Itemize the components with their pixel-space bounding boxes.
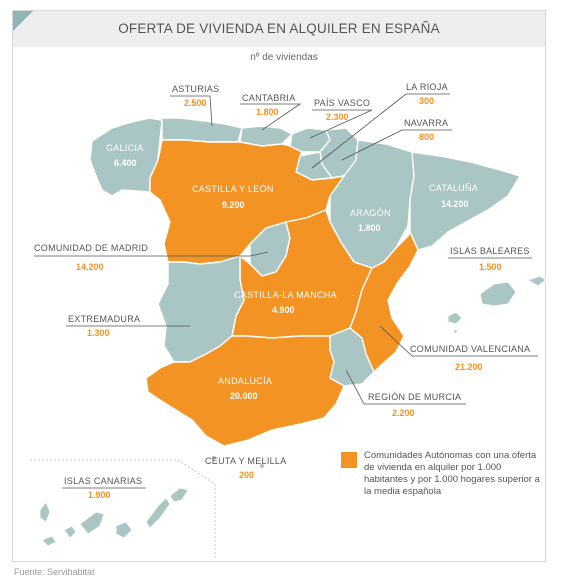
island-gran-canaria [115, 521, 133, 539]
title-bar [13, 11, 545, 47]
label-extremadura: EXTREMADURA [68, 314, 141, 324]
label-navarra: NAVARRA [404, 118, 449, 128]
leader-la-rioja [311, 93, 450, 169]
label-galicia: GALICIA [106, 143, 144, 153]
leader-murcia [345, 369, 466, 405]
island-formentera [450, 329, 459, 335]
leader-cantabria [240, 103, 302, 131]
value-ceuta-melilla: 200 [239, 470, 255, 480]
value-pais-vasco: 2.300 [326, 112, 349, 122]
label-asturias: ASTURIAS [172, 84, 220, 94]
label-valenciana: COMUNIDAD VALENCIANA [410, 344, 531, 354]
value-andalucia: 20.000 [230, 391, 258, 401]
island-la-gomera [63, 525, 77, 539]
label-madrid: COMUNIDAD DE MADRID [34, 243, 149, 253]
leader-navarra [341, 129, 452, 161]
island-tenerife [79, 511, 105, 535]
legend-swatch [341, 452, 357, 468]
value-canarias: 1.900 [88, 490, 111, 500]
region-valenciana[interactable] [349, 231, 419, 373]
value-murcia: 2.200 [392, 408, 415, 418]
value-valenciana: 21.200 [455, 362, 483, 372]
island-la-palma [39, 501, 51, 523]
value-navarra: 800 [419, 132, 435, 142]
label-aragon: ARAGÓN [350, 208, 391, 218]
value-la-rioja: 300 [419, 96, 435, 106]
canarias-separator [30, 459, 216, 560]
label-murcia: REGIÓN DE MURCIA [368, 392, 462, 402]
corner-decoration [13, 11, 33, 31]
label-castilla-leon: CASTILLA Y LEÓN [192, 184, 274, 194]
island-mallorca [479, 281, 517, 307]
label-cataluna: CATALUÑA [429, 183, 479, 193]
label-andalucia: ANDALUCÍA [218, 376, 273, 386]
value-galicia: 6.400 [114, 158, 137, 168]
leader-asturias [170, 95, 213, 127]
label-la-rioja: LA RIOJA [406, 82, 448, 92]
value-cataluna: 14.200 [441, 199, 469, 209]
value-castilla-leon: 9.200 [222, 200, 245, 210]
legend-text: Comunidades Autónomas con una oferta de … [364, 450, 540, 497]
region-asturias[interactable] [149, 117, 243, 143]
value-aragon: 1.800 [358, 223, 381, 233]
island-el-hierro [41, 535, 57, 547]
page-subtitle: nº de viviendas [250, 52, 318, 63]
label-pais-vasco: PAÍS VASCO [314, 98, 371, 108]
melilla-dot [260, 464, 264, 468]
label-canarias: ISLAS CANARIAS [64, 476, 143, 486]
value-castilla-mancha: 4.900 [272, 305, 295, 315]
page-title: OFERTA DE VIVIENDA EN ALQUILER EN ESPAÑA [118, 21, 440, 36]
label-cantabria: CANTABRIA [242, 93, 296, 103]
island-menorca [526, 275, 547, 287]
label-castilla-mancha: CASTILLA-LA MANCHA [234, 290, 337, 300]
region-cataluna[interactable] [409, 151, 521, 251]
leader-valenciana [379, 325, 538, 357]
value-cantabria: 1.800 [256, 107, 279, 117]
leader-madrid [34, 251, 269, 257]
label-ceuta-melilla: CEUTA Y MELILLA [205, 456, 287, 466]
leader-pais-vasco [309, 109, 373, 139]
value-baleares: 1.500 [479, 262, 502, 272]
label-baleares: ISLAS BALEARES [450, 246, 530, 256]
region-andalucia[interactable] [145, 335, 345, 447]
value-asturias: 2.500 [184, 98, 207, 108]
ceuta-dot [212, 456, 216, 460]
value-madrid: 14.200 [76, 262, 104, 272]
source-note: Fuente: Servihabitat [14, 567, 95, 577]
value-extremadura: 1.300 [87, 328, 110, 338]
island-ibiza [447, 311, 463, 325]
island-fuerteventura [145, 497, 171, 529]
island-lanzarote [169, 487, 189, 503]
